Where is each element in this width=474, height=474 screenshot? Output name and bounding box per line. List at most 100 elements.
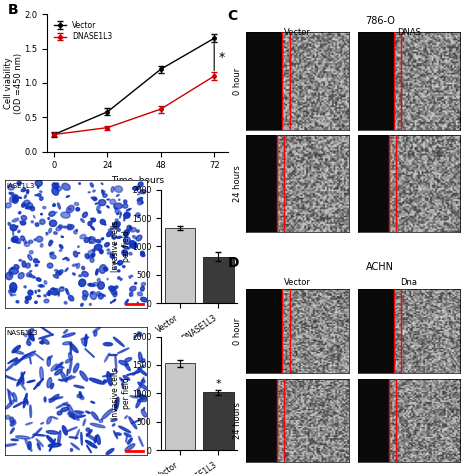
Ellipse shape — [101, 238, 104, 240]
Ellipse shape — [40, 197, 43, 201]
Text: 786-O: 786-O — [365, 16, 395, 26]
Ellipse shape — [129, 292, 133, 296]
Ellipse shape — [73, 273, 75, 275]
Ellipse shape — [35, 291, 36, 293]
Ellipse shape — [21, 372, 24, 384]
Ellipse shape — [9, 271, 11, 276]
Ellipse shape — [129, 241, 137, 248]
Ellipse shape — [8, 358, 18, 364]
Ellipse shape — [113, 431, 118, 438]
Ellipse shape — [27, 207, 33, 209]
Ellipse shape — [96, 435, 100, 445]
Ellipse shape — [37, 443, 40, 450]
Ellipse shape — [65, 289, 68, 291]
Ellipse shape — [94, 245, 102, 250]
Ellipse shape — [97, 278, 100, 282]
Ellipse shape — [6, 203, 11, 208]
Ellipse shape — [40, 244, 43, 247]
Ellipse shape — [13, 392, 17, 401]
X-axis label: Time, hours: Time, hours — [111, 176, 164, 185]
Ellipse shape — [105, 243, 109, 247]
Ellipse shape — [110, 287, 116, 292]
Y-axis label: Invasive cells
per field: Invasive cells per field — [111, 221, 131, 272]
Ellipse shape — [19, 260, 22, 261]
Ellipse shape — [90, 303, 91, 305]
Ellipse shape — [141, 410, 146, 417]
Ellipse shape — [85, 334, 87, 346]
Ellipse shape — [25, 439, 32, 451]
Ellipse shape — [74, 202, 79, 206]
Ellipse shape — [138, 437, 143, 447]
Ellipse shape — [46, 292, 52, 295]
Text: D: D — [228, 256, 239, 270]
Text: *: * — [219, 51, 225, 64]
Ellipse shape — [85, 254, 90, 259]
Ellipse shape — [48, 291, 50, 295]
Ellipse shape — [28, 442, 31, 449]
Ellipse shape — [100, 250, 103, 254]
Ellipse shape — [27, 380, 35, 383]
Ellipse shape — [99, 200, 106, 206]
Bar — [358, 135, 389, 232]
Ellipse shape — [36, 439, 43, 447]
Ellipse shape — [47, 263, 53, 268]
Ellipse shape — [102, 409, 113, 419]
Ellipse shape — [54, 183, 58, 185]
Ellipse shape — [141, 201, 143, 204]
Ellipse shape — [126, 435, 127, 442]
Ellipse shape — [27, 341, 31, 346]
Ellipse shape — [82, 266, 85, 270]
Ellipse shape — [63, 403, 70, 406]
Ellipse shape — [7, 389, 14, 396]
Ellipse shape — [129, 276, 130, 278]
Ellipse shape — [48, 356, 52, 360]
Ellipse shape — [62, 426, 67, 435]
Ellipse shape — [127, 229, 130, 230]
Ellipse shape — [30, 357, 31, 364]
Ellipse shape — [118, 199, 120, 201]
Ellipse shape — [88, 221, 92, 226]
Ellipse shape — [85, 440, 97, 448]
Ellipse shape — [106, 448, 114, 455]
Ellipse shape — [104, 267, 108, 271]
Ellipse shape — [19, 221, 21, 222]
Ellipse shape — [56, 227, 62, 231]
Ellipse shape — [62, 333, 75, 337]
Ellipse shape — [138, 352, 142, 363]
Ellipse shape — [43, 206, 46, 209]
Ellipse shape — [28, 240, 33, 243]
Ellipse shape — [22, 261, 26, 267]
Ellipse shape — [130, 286, 136, 291]
Ellipse shape — [24, 399, 28, 403]
Ellipse shape — [117, 194, 119, 197]
Ellipse shape — [46, 232, 47, 233]
Ellipse shape — [86, 411, 90, 413]
Ellipse shape — [81, 337, 89, 340]
Text: *: * — [216, 379, 221, 389]
Ellipse shape — [12, 238, 17, 242]
Ellipse shape — [59, 245, 63, 248]
Ellipse shape — [91, 412, 98, 420]
Ellipse shape — [64, 329, 68, 333]
Ellipse shape — [8, 184, 14, 190]
Ellipse shape — [114, 244, 116, 245]
Ellipse shape — [28, 332, 34, 341]
Ellipse shape — [13, 197, 18, 201]
Ellipse shape — [49, 439, 55, 451]
Ellipse shape — [10, 294, 16, 296]
Ellipse shape — [63, 257, 67, 260]
Ellipse shape — [68, 404, 74, 416]
Ellipse shape — [133, 365, 144, 375]
Ellipse shape — [104, 353, 109, 362]
Ellipse shape — [127, 225, 132, 231]
Ellipse shape — [137, 399, 148, 401]
Ellipse shape — [91, 292, 93, 294]
Ellipse shape — [82, 212, 88, 218]
Ellipse shape — [91, 218, 96, 222]
Ellipse shape — [10, 428, 14, 433]
Ellipse shape — [97, 205, 100, 211]
Ellipse shape — [103, 194, 107, 197]
Ellipse shape — [67, 225, 74, 230]
Text: C: C — [228, 9, 238, 24]
Ellipse shape — [95, 203, 98, 204]
